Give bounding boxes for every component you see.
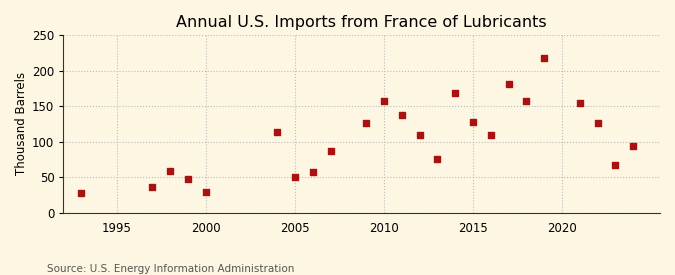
Point <box>165 169 176 174</box>
Point <box>539 56 549 60</box>
Title: Annual U.S. Imports from France of Lubricants: Annual U.S. Imports from France of Lubri… <box>176 15 547 30</box>
Point <box>200 190 211 194</box>
Point <box>592 121 603 125</box>
Point <box>76 191 86 195</box>
Point <box>272 130 283 135</box>
Point <box>396 112 407 117</box>
Point <box>183 177 194 182</box>
Point <box>432 157 443 162</box>
Point <box>504 82 514 86</box>
Point <box>307 170 318 174</box>
Point <box>379 98 389 103</box>
Point <box>574 100 585 105</box>
Point <box>610 163 621 167</box>
Point <box>360 121 371 125</box>
Point <box>147 185 158 189</box>
Point <box>468 120 479 124</box>
Y-axis label: Thousand Barrels: Thousand Barrels <box>15 72 28 175</box>
Point <box>290 175 300 179</box>
Text: Source: U.S. Energy Information Administration: Source: U.S. Energy Information Administ… <box>47 264 294 274</box>
Point <box>521 98 532 103</box>
Point <box>325 149 336 153</box>
Point <box>485 132 496 137</box>
Point <box>450 91 460 96</box>
Point <box>414 132 425 137</box>
Point <box>628 144 639 148</box>
